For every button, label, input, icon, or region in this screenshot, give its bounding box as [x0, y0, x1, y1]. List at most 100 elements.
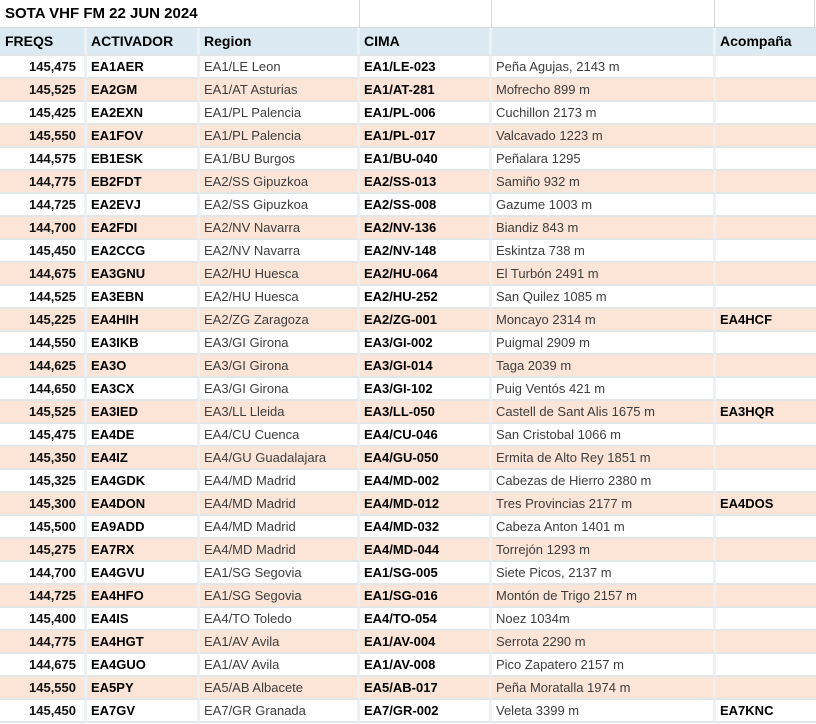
cima-cell[interactable]: EA4/MD-032	[360, 516, 492, 539]
activador-cell[interactable]: EA2GM	[87, 79, 200, 102]
activador-cell[interactable]: EA3IKB	[87, 332, 200, 355]
region-cell[interactable]: EA2/NV Navarra	[200, 240, 360, 263]
acompana-cell[interactable]	[716, 608, 816, 631]
acompana-cell[interactable]	[716, 194, 816, 217]
activador-cell[interactable]: EA4HIH	[87, 309, 200, 332]
acompana-cell[interactable]	[716, 217, 816, 240]
acompana-cell[interactable]	[716, 240, 816, 263]
cima-cell[interactable]: EA1/LE-023	[360, 56, 492, 79]
freq-cell[interactable]: 144,700	[0, 217, 87, 240]
summit-cell[interactable]: Puigmal 2909 m	[492, 332, 716, 355]
region-cell[interactable]: EA4/MD Madrid	[200, 470, 360, 493]
summit-cell[interactable]: Ermita de Alto Rey 1851 m	[492, 447, 716, 470]
acompana-cell[interactable]	[716, 171, 816, 194]
acompana-cell[interactable]	[716, 355, 816, 378]
summit-cell[interactable]: Taga 2039 m	[492, 355, 716, 378]
cima-cell[interactable]: EA3/GI-102	[360, 378, 492, 401]
activador-cell[interactable]: EA1AER	[87, 56, 200, 79]
column-header-region[interactable]: Region	[200, 28, 360, 56]
region-cell[interactable]: EA4/MD Madrid	[200, 539, 360, 562]
cima-cell[interactable]: EA4/GU-050	[360, 447, 492, 470]
region-cell[interactable]: EA4/MD Madrid	[200, 516, 360, 539]
cima-cell[interactable]: EA7/GR-002	[360, 700, 492, 723]
summit-cell[interactable]: Siete Picos, 2137 m	[492, 562, 716, 585]
activador-cell[interactable]: EA4GDK	[87, 470, 200, 493]
cima-cell[interactable]: EA2/NV-136	[360, 217, 492, 240]
acompana-cell[interactable]	[716, 102, 816, 125]
cima-cell[interactable]: EA2/NV-148	[360, 240, 492, 263]
acompana-cell[interactable]	[716, 263, 816, 286]
region-cell[interactable]: EA3/GI Girona	[200, 378, 360, 401]
activador-cell[interactable]: EA3O	[87, 355, 200, 378]
cima-cell[interactable]: EA1/PL-017	[360, 125, 492, 148]
acompana-cell[interactable]	[716, 286, 816, 309]
summit-cell[interactable]: Serrota 2290 m	[492, 631, 716, 654]
acompana-cell[interactable]	[716, 585, 816, 608]
freq-cell[interactable]: 145,450	[0, 700, 87, 723]
acompana-cell[interactable]	[716, 424, 816, 447]
summit-cell[interactable]: Tres Provincias 2177 m	[492, 493, 716, 516]
region-cell[interactable]: EA4/MD Madrid	[200, 493, 360, 516]
activador-cell[interactable]: EA4GUO	[87, 654, 200, 677]
cima-cell[interactable]: EA3/GI-002	[360, 332, 492, 355]
activador-cell[interactable]: EA9ADD	[87, 516, 200, 539]
region-cell[interactable]: EA2/HU Huesca	[200, 286, 360, 309]
summit-cell[interactable]: Pico Zapatero 2157 m	[492, 654, 716, 677]
cima-cell[interactable]: EA2/SS-008	[360, 194, 492, 217]
activador-cell[interactable]: EA4DE	[87, 424, 200, 447]
summit-cell[interactable]: Peña Moratalla 1974 m	[492, 677, 716, 700]
cima-cell[interactable]: EA3/GI-014	[360, 355, 492, 378]
acompana-cell[interactable]	[716, 56, 816, 79]
region-cell[interactable]: EA3/LL Lleida	[200, 401, 360, 424]
activador-cell[interactable]: EA7GV	[87, 700, 200, 723]
cima-cell[interactable]: EA2/ZG-001	[360, 309, 492, 332]
column-header-summit[interactable]	[492, 28, 716, 56]
region-cell[interactable]: EA1/PL Palencia	[200, 102, 360, 125]
freq-cell[interactable]: 145,225	[0, 309, 87, 332]
cima-cell[interactable]: EA1/AV-004	[360, 631, 492, 654]
region-cell[interactable]: EA7/GR Granada	[200, 700, 360, 723]
acompana-cell[interactable]	[716, 539, 816, 562]
freq-cell[interactable]: 145,350	[0, 447, 87, 470]
freq-cell[interactable]: 145,525	[0, 79, 87, 102]
acompana-cell[interactable]: EA3HQR	[716, 401, 816, 424]
region-cell[interactable]: EA1/SG Segovia	[200, 585, 360, 608]
summit-cell[interactable]: Cabeza Anton 1401 m	[492, 516, 716, 539]
freq-cell[interactable]: 145,450	[0, 240, 87, 263]
summit-cell[interactable]: San Quilez 1085 m	[492, 286, 716, 309]
title-row-empty-cell[interactable]	[360, 0, 492, 27]
region-cell[interactable]: EA3/GI Girona	[200, 355, 360, 378]
cima-cell[interactable]: EA1/PL-006	[360, 102, 492, 125]
cima-cell[interactable]: EA4/MD-044	[360, 539, 492, 562]
region-cell[interactable]: EA2/SS Gipuzkoa	[200, 194, 360, 217]
region-cell[interactable]: EA5/AB Albacete	[200, 677, 360, 700]
summit-cell[interactable]: San Cristobal 1066 m	[492, 424, 716, 447]
freq-cell[interactable]: 144,525	[0, 286, 87, 309]
summit-cell[interactable]: Mofrecho 899 m	[492, 79, 716, 102]
freq-cell[interactable]: 144,550	[0, 332, 87, 355]
acompana-cell[interactable]	[716, 447, 816, 470]
cima-cell[interactable]: EA1/SG-016	[360, 585, 492, 608]
freq-cell[interactable]: 145,550	[0, 125, 87, 148]
cima-cell[interactable]: EA3/LL-050	[360, 401, 492, 424]
cima-cell[interactable]: EA2/HU-064	[360, 263, 492, 286]
summit-cell[interactable]: Montón de Trigo 2157 m	[492, 585, 716, 608]
region-cell[interactable]: EA1/SG Segovia	[200, 562, 360, 585]
freq-cell[interactable]: 145,550	[0, 677, 87, 700]
cima-cell[interactable]: EA1/BU-040	[360, 148, 492, 171]
summit-cell[interactable]: Puig Ventós 421 m	[492, 378, 716, 401]
summit-cell[interactable]: Cabezas de Hierro 2380 m	[492, 470, 716, 493]
region-cell[interactable]: EA1/LE Leon	[200, 56, 360, 79]
activador-cell[interactable]: EA3GNU	[87, 263, 200, 286]
freq-cell[interactable]: 145,475	[0, 424, 87, 447]
freq-cell[interactable]: 145,325	[0, 470, 87, 493]
freq-cell[interactable]: 145,300	[0, 493, 87, 516]
freq-cell[interactable]: 144,700	[0, 562, 87, 585]
summit-cell[interactable]: Peña Agujas, 2143 m	[492, 56, 716, 79]
title-cell[interactable]: SOTA VHF FM 22 JUN 2024	[0, 0, 360, 27]
title-row-empty-cell[interactable]	[492, 0, 715, 27]
acompana-cell[interactable]	[716, 470, 816, 493]
freq-cell[interactable]: 144,775	[0, 631, 87, 654]
summit-cell[interactable]: Castell de Sant Alis 1675 m	[492, 401, 716, 424]
cima-cell[interactable]: EA4/MD-002	[360, 470, 492, 493]
